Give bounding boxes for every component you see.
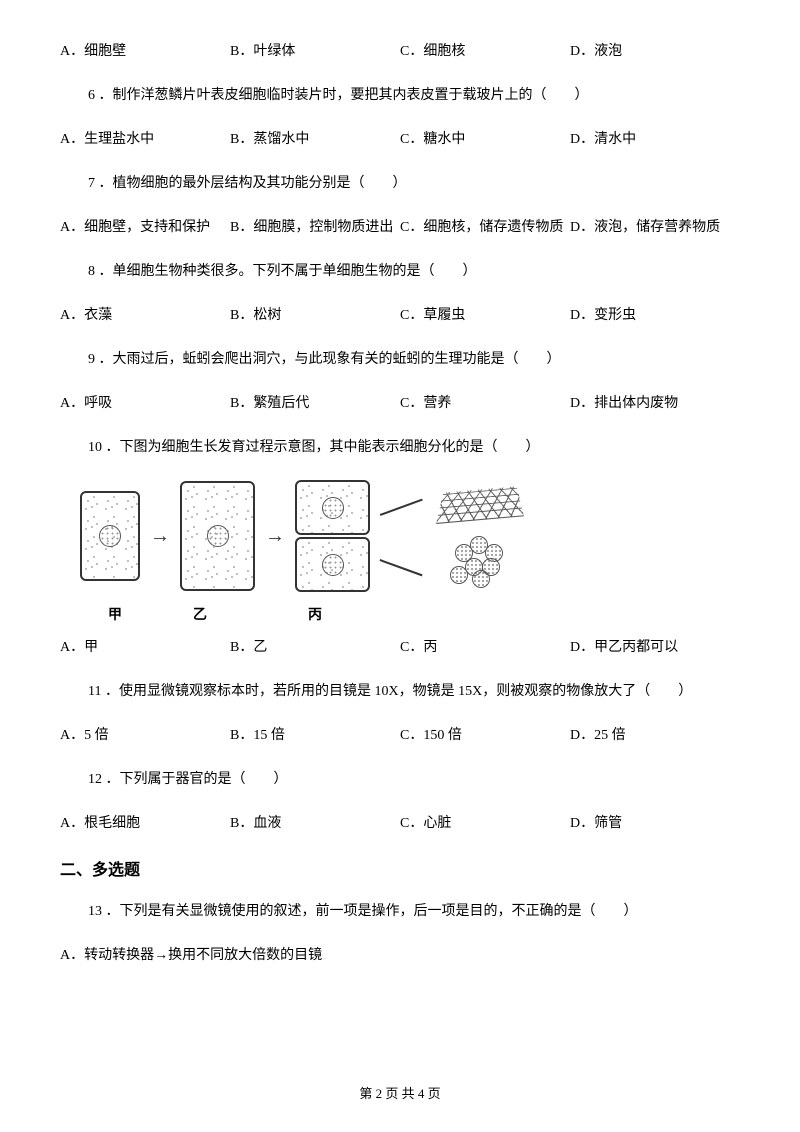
- q7-option-b: B．细胞膜，控制物质进出: [230, 216, 400, 236]
- q12-option-b: B．血液: [230, 812, 400, 832]
- diagram-labels: 甲 乙 丙: [80, 604, 580, 624]
- q9-option-c: C．营养: [400, 392, 570, 412]
- fork-arrow-icon: [380, 491, 430, 581]
- q8-option-b: B．松树: [230, 304, 400, 324]
- arrow-icon: →: [265, 525, 285, 548]
- label-jia: 甲: [80, 604, 150, 624]
- q5-option-c: C．细胞核: [400, 40, 570, 60]
- q9-option-a: A．呼吸: [60, 392, 230, 412]
- q5-option-d: D．液泡: [570, 40, 740, 60]
- cell-divided-icon: [295, 480, 370, 592]
- q7-text: 7 ．植物细胞的最外层结构及其功能分别是（ ）: [60, 172, 740, 192]
- q12-text: 12 ．下列属于器官的是（ ）: [60, 768, 740, 788]
- page-footer: 第 2 页 共 4 页: [0, 1083, 800, 1102]
- q11-option-b: B．15 倍: [230, 724, 400, 744]
- arrow-icon: →: [150, 525, 170, 548]
- q7-options: A．细胞壁，支持和保护 B．细胞膜，控制物质进出 C．细胞核，储存遗传物质 D．…: [60, 216, 740, 248]
- q5-option-a: A．细胞壁: [60, 40, 230, 60]
- q7-option-d: D．液泡，储存营养物质: [570, 216, 740, 236]
- cell-large-icon: [180, 481, 255, 591]
- q11-option-d: D．25 倍: [570, 724, 740, 744]
- q9-options: A．呼吸 B．繁殖后代 C．营养 D．排出体内废物: [60, 392, 740, 412]
- q8-option-d: D．变形虫: [570, 304, 740, 324]
- cell-small-icon: [80, 491, 140, 581]
- q10-option-b: B．乙: [230, 636, 400, 656]
- q10-options: A．甲 B．乙 C．丙 D．甲乙丙都可以: [60, 636, 740, 656]
- q11-option-c: C．150 倍: [400, 724, 570, 744]
- q7-option-c: C．细胞核，储存遗传物质: [400, 216, 570, 236]
- q10-option-a: A．甲: [60, 636, 230, 656]
- q9-option-b: B．繁殖后代: [230, 392, 400, 412]
- q12-option-c: C．心脏: [400, 812, 570, 832]
- section-2-header: 二、多选题: [60, 856, 740, 880]
- q8-text: 8 ．单细胞生物种类很多。下列不属于单细胞生物的是（ ）: [60, 260, 740, 280]
- q12-option-a: A．根毛细胞: [60, 812, 230, 832]
- q6-option-c: C．糖水中: [400, 128, 570, 148]
- q6-option-a: A．生理盐水中: [60, 128, 230, 148]
- q13-option-a: A．转动转换器→换用不同放大倍数的目镜: [60, 944, 740, 964]
- tissue-group-icon: [440, 486, 520, 586]
- q11-options: A．5 倍 B．15 倍 C．150 倍 D．25 倍: [60, 724, 740, 744]
- q8-options: A．衣藻 B．松树 C．草履虫 D．变形虫: [60, 304, 740, 324]
- q11-option-a: A．5 倍: [60, 724, 230, 744]
- q6-option-b: B．蒸馏水中: [230, 128, 400, 148]
- q11-text: 11 ．使用显微镜观察标本时，若所用的目镜是 10X，物镜是 15X，则被观察的…: [60, 680, 740, 700]
- q8-option-a: A．衣藻: [60, 304, 230, 324]
- q12-option-d: D．筛管: [570, 812, 740, 832]
- q10-option-c: C．丙: [400, 636, 570, 656]
- label-bing: 丙: [250, 604, 380, 624]
- tissue-flat-icon: [436, 486, 524, 524]
- q9-text: 9 ．大雨过后，蚯蚓会爬出洞穴，与此现象有关的蚯蚓的生理功能是（ ）: [60, 348, 740, 368]
- q6-option-d: D．清水中: [570, 128, 740, 148]
- q13-text: 13 ．下列是有关显微镜使用的叙述，前一项是操作，后一项是目的，不正确的是（ ）: [60, 900, 740, 920]
- q6-text: 6 ．制作洋葱鳞片叶表皮细胞临时装片时，要把其内表皮置于载玻片上的（ ）: [60, 84, 740, 104]
- q6-options: A．生理盐水中 B．蒸馏水中 C．糖水中 D．清水中: [60, 128, 740, 148]
- q10-option-d: D．甲乙丙都可以: [570, 636, 740, 656]
- q10-diagram: → → 甲 乙 丙: [80, 480, 580, 624]
- q12-options: A．根毛细胞 B．血液 C．心脏 D．筛管: [60, 812, 740, 832]
- q8-option-c: C．草履虫: [400, 304, 570, 324]
- q7-option-a: A．细胞壁，支持和保护: [60, 216, 230, 236]
- label-yi: 乙: [150, 604, 250, 624]
- tissue-cluster-icon: [450, 536, 510, 586]
- q5-options: A．细胞壁 B．叶绿体 C．细胞核 D．液泡: [60, 40, 740, 60]
- q9-option-d: D．排出体内废物: [570, 392, 740, 412]
- q5-option-b: B．叶绿体: [230, 40, 400, 60]
- q10-text: 10 ．下图为细胞生长发育过程示意图，其中能表示细胞分化的是（ ）: [60, 436, 740, 456]
